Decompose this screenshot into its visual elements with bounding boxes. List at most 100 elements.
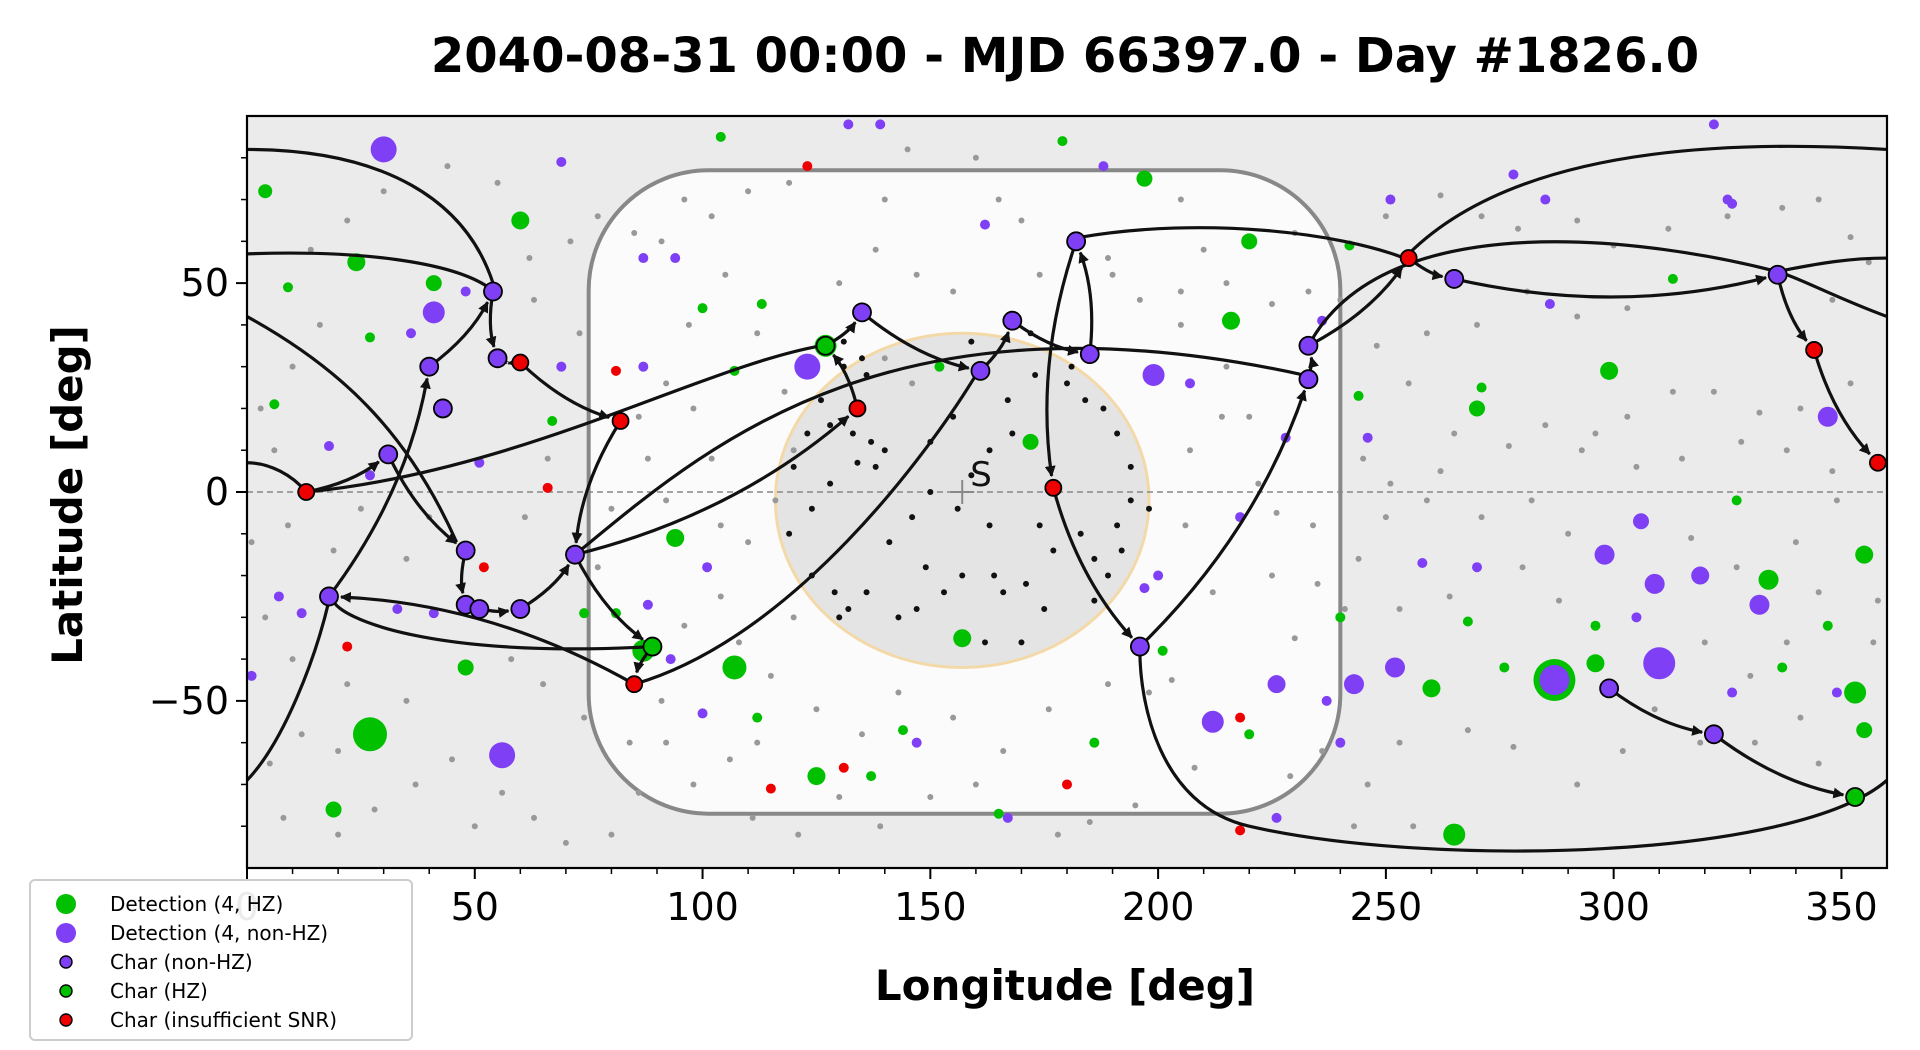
background-star [726,756,733,763]
small-target-dot [638,253,649,264]
small-target-dot [1544,299,1555,309]
blocked-star [872,463,879,470]
small-target-dot [702,562,713,573]
blocked-star [1105,572,1111,579]
observation-track-wrap [332,599,653,651]
background-star [681,622,688,629]
background-star [289,363,296,370]
small-target-dot [993,808,1004,819]
small-target-dot [1472,562,1482,573]
background-star [594,564,601,571]
small-target-dot [1822,620,1833,631]
small-target-dot [1062,779,1072,790]
background-star [1783,639,1790,646]
blocked-star [1127,497,1134,504]
observation-track-segment [1453,274,1768,299]
blocked-star [1091,555,1098,562]
x-tick-label: 50 [451,885,499,929]
background-star [1829,296,1836,303]
observed-target [1767,264,1788,285]
background-star [736,639,742,646]
background-star [257,405,264,412]
axes: 050100150200250300350500−50 [149,157,1878,929]
legend-marker [56,894,76,914]
detection-nonhz-marker [1539,665,1570,695]
chart-title: 2040-08-31 00:00 - MJD 66397.0 - Day #18… [431,28,1699,84]
detection-hz-marker [722,655,747,680]
x-tick-label: 250 [1350,885,1423,929]
background-star [1797,405,1804,412]
background-star [1382,514,1389,521]
background-star [722,271,729,278]
background-star [1382,213,1389,220]
blocked-star [1100,405,1107,412]
small-target-dot [1667,273,1678,284]
background-star [781,388,788,395]
background-star [1515,225,1521,232]
background-star [859,731,865,738]
detection-hz-marker [1422,679,1441,698]
background-star [1360,455,1367,462]
background-star [631,229,638,236]
background-star [626,739,633,746]
small-target-dot [1508,169,1519,180]
small-target-dot [428,608,439,619]
background-star [1187,447,1193,454]
detection-nonhz-marker [1691,566,1710,585]
blocked-star [1064,380,1070,387]
detection-nonhz-marker [1142,364,1165,387]
background-star [526,255,533,262]
background-star [786,179,793,186]
detection-hz-marker [1855,545,1874,564]
legend-marker [59,955,73,969]
blocked-star [1077,530,1084,537]
detection-hz-marker [1469,400,1485,417]
observed-target [1868,453,1887,472]
small-target-dot [1098,161,1109,172]
background-star [248,539,255,546]
background-star [1574,781,1581,788]
observation-track-segment [571,420,622,544]
observation-track-wrap [1080,226,1405,260]
background-star [663,739,670,746]
background-star [881,196,888,203]
small-target-dot [1631,612,1642,623]
small-target-dot [1153,570,1164,581]
background-star [1437,192,1444,199]
detection-hz-marker [1758,569,1779,590]
detection-hz-marker [1600,361,1619,380]
background-star [449,756,455,763]
observed-target [432,398,453,419]
background-star [1697,739,1704,746]
background-star [754,739,761,746]
small-target-dot [478,562,489,573]
background-star [813,706,820,713]
background-star [658,697,665,704]
background-star [1751,739,1758,746]
background-star [790,447,797,454]
x-tick-label: 200 [1122,885,1195,929]
small-target-dot [1139,583,1150,594]
detection-nonhz-marker [1594,544,1615,565]
detection-nonhz-marker [1817,406,1838,427]
background-star [1045,706,1052,713]
detection-hz-marker [457,659,474,676]
background-star [1191,764,1198,771]
background-star [1619,748,1626,755]
background-star [531,814,537,821]
observed-target [625,675,644,694]
background-star [335,831,342,838]
blocked-star [831,589,838,596]
detection-hz-marker [258,184,273,199]
observed-target [970,360,991,381]
background-star [316,321,323,328]
blocked-star [986,522,993,529]
background-star [1710,388,1717,395]
small-target-dot [547,415,558,426]
background-star [357,505,364,512]
detection-nonhz-marker [1749,594,1770,615]
blocked-star [1000,589,1007,596]
background-star [1423,330,1430,337]
x-tick-label: 100 [666,885,739,929]
